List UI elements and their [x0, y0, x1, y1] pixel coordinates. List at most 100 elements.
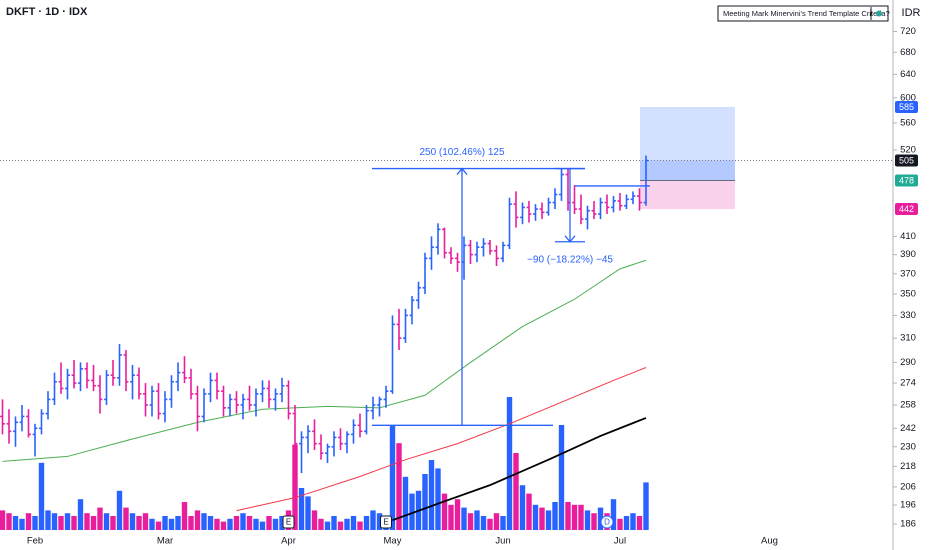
y-tick-label: 186 — [900, 519, 916, 530]
volume-bar — [558, 425, 565, 530]
volume-bar — [513, 453, 519, 530]
y-tick-label: 640 — [900, 69, 916, 80]
volume-bar — [402, 476, 409, 530]
volume-bar — [565, 502, 571, 530]
volume-bar — [32, 516, 38, 530]
volume-bar — [181, 502, 188, 530]
x-tick-label: Jun — [495, 536, 510, 547]
x-tick-label: Feb — [27, 536, 43, 547]
volume-bar — [259, 521, 266, 530]
volume-bar — [630, 513, 636, 530]
volume-bar — [474, 510, 480, 530]
position-progress — [640, 160, 735, 181]
price-badge — [895, 154, 918, 167]
volume-bar — [279, 516, 285, 530]
volume-bar — [428, 460, 435, 530]
y-tick-label: 310 — [900, 333, 916, 344]
volume-bar — [344, 518, 350, 530]
volume-bar — [610, 499, 617, 530]
y-tick-label: 242 — [900, 423, 916, 434]
volume-bar — [292, 444, 298, 530]
y-tick-label: 520 — [900, 144, 916, 155]
price-badge — [895, 174, 918, 187]
volume-bar — [298, 488, 305, 530]
volume-bar — [636, 516, 643, 530]
event-label: E — [286, 518, 291, 527]
x-tick-label: Mar — [157, 536, 173, 547]
measure-label: 250 (102.46%) 125 — [419, 147, 505, 158]
volume-bar — [461, 507, 467, 530]
x-tick-label: Jul — [614, 536, 626, 547]
y-tick-label: 274 — [900, 378, 916, 389]
volume-bar — [409, 493, 415, 530]
volume-bar — [591, 513, 597, 530]
volume-bar — [149, 518, 155, 530]
volume-bar — [545, 510, 552, 530]
volume-bar — [64, 513, 71, 530]
price-badge-label: 478 — [899, 175, 914, 185]
volume-bar — [116, 490, 123, 530]
price-badge-label: 505 — [899, 155, 914, 165]
volume-bar — [97, 507, 103, 530]
volume-bar — [435, 468, 441, 530]
volume-bar — [487, 518, 493, 530]
volume-bar — [578, 504, 584, 530]
position-target-zone — [640, 107, 735, 181]
measure-arrowhead — [456, 167, 468, 175]
volume-bar — [103, 513, 110, 530]
moving-average — [236, 367, 647, 512]
y-tick-label: 196 — [900, 500, 916, 511]
volume-bar — [162, 516, 168, 530]
volume-bar — [493, 513, 500, 530]
volume-bar — [129, 513, 136, 530]
volume-bar — [266, 516, 272, 530]
y-tick-label: 290 — [900, 357, 916, 368]
volume-bar — [110, 516, 116, 530]
x-tick-label: Apr — [281, 536, 296, 547]
volume-bar — [305, 496, 311, 530]
volume-bar — [77, 499, 84, 530]
y-tick-label: 206 — [900, 481, 916, 492]
indicator-label: Meeting Mark Minervini's Trend Template … — [723, 9, 890, 18]
volume-bar — [519, 485, 526, 530]
y-tick-label: 330 — [900, 310, 916, 321]
x-tick-label: May — [384, 536, 402, 547]
volume-bar — [539, 507, 545, 530]
volume-bar — [597, 507, 604, 530]
volume-bar — [370, 510, 376, 530]
y-tick-label: 370 — [900, 268, 916, 279]
event-marker — [282, 515, 295, 529]
volume-bar — [350, 516, 357, 530]
volume-bar — [38, 462, 45, 530]
volume-bar — [324, 521, 331, 530]
volume-bar — [480, 516, 487, 530]
volume-bar — [526, 493, 532, 530]
y-tick-label: 390 — [900, 249, 916, 260]
volume-bar — [155, 521, 162, 530]
volume-bar — [311, 510, 318, 530]
volume-bar — [422, 474, 428, 530]
price-badge — [895, 101, 918, 114]
indicator-box[interactable] — [717, 5, 889, 22]
volume-bar — [194, 510, 201, 530]
volume-bar — [0, 510, 6, 530]
volume-bar — [552, 502, 558, 530]
volume-bar — [363, 516, 370, 530]
x-tick-label: Aug — [761, 536, 778, 547]
volume-bar — [136, 516, 142, 530]
volume-bar — [253, 518, 259, 530]
measure-label: −90 (−18.22%) −45 — [527, 254, 613, 265]
volume-bar — [19, 518, 25, 530]
y-tick-label: 720 — [900, 26, 916, 37]
volume-bar — [571, 504, 578, 530]
event-marker — [600, 515, 614, 529]
volume-bar — [12, 516, 19, 530]
volume-bar — [506, 397, 513, 530]
volume-bar — [389, 425, 396, 530]
volume-bar — [331, 516, 337, 530]
price-badge — [895, 203, 918, 216]
volume-bar — [318, 518, 324, 530]
volume-bar — [467, 513, 474, 530]
volume-bar — [25, 513, 32, 530]
